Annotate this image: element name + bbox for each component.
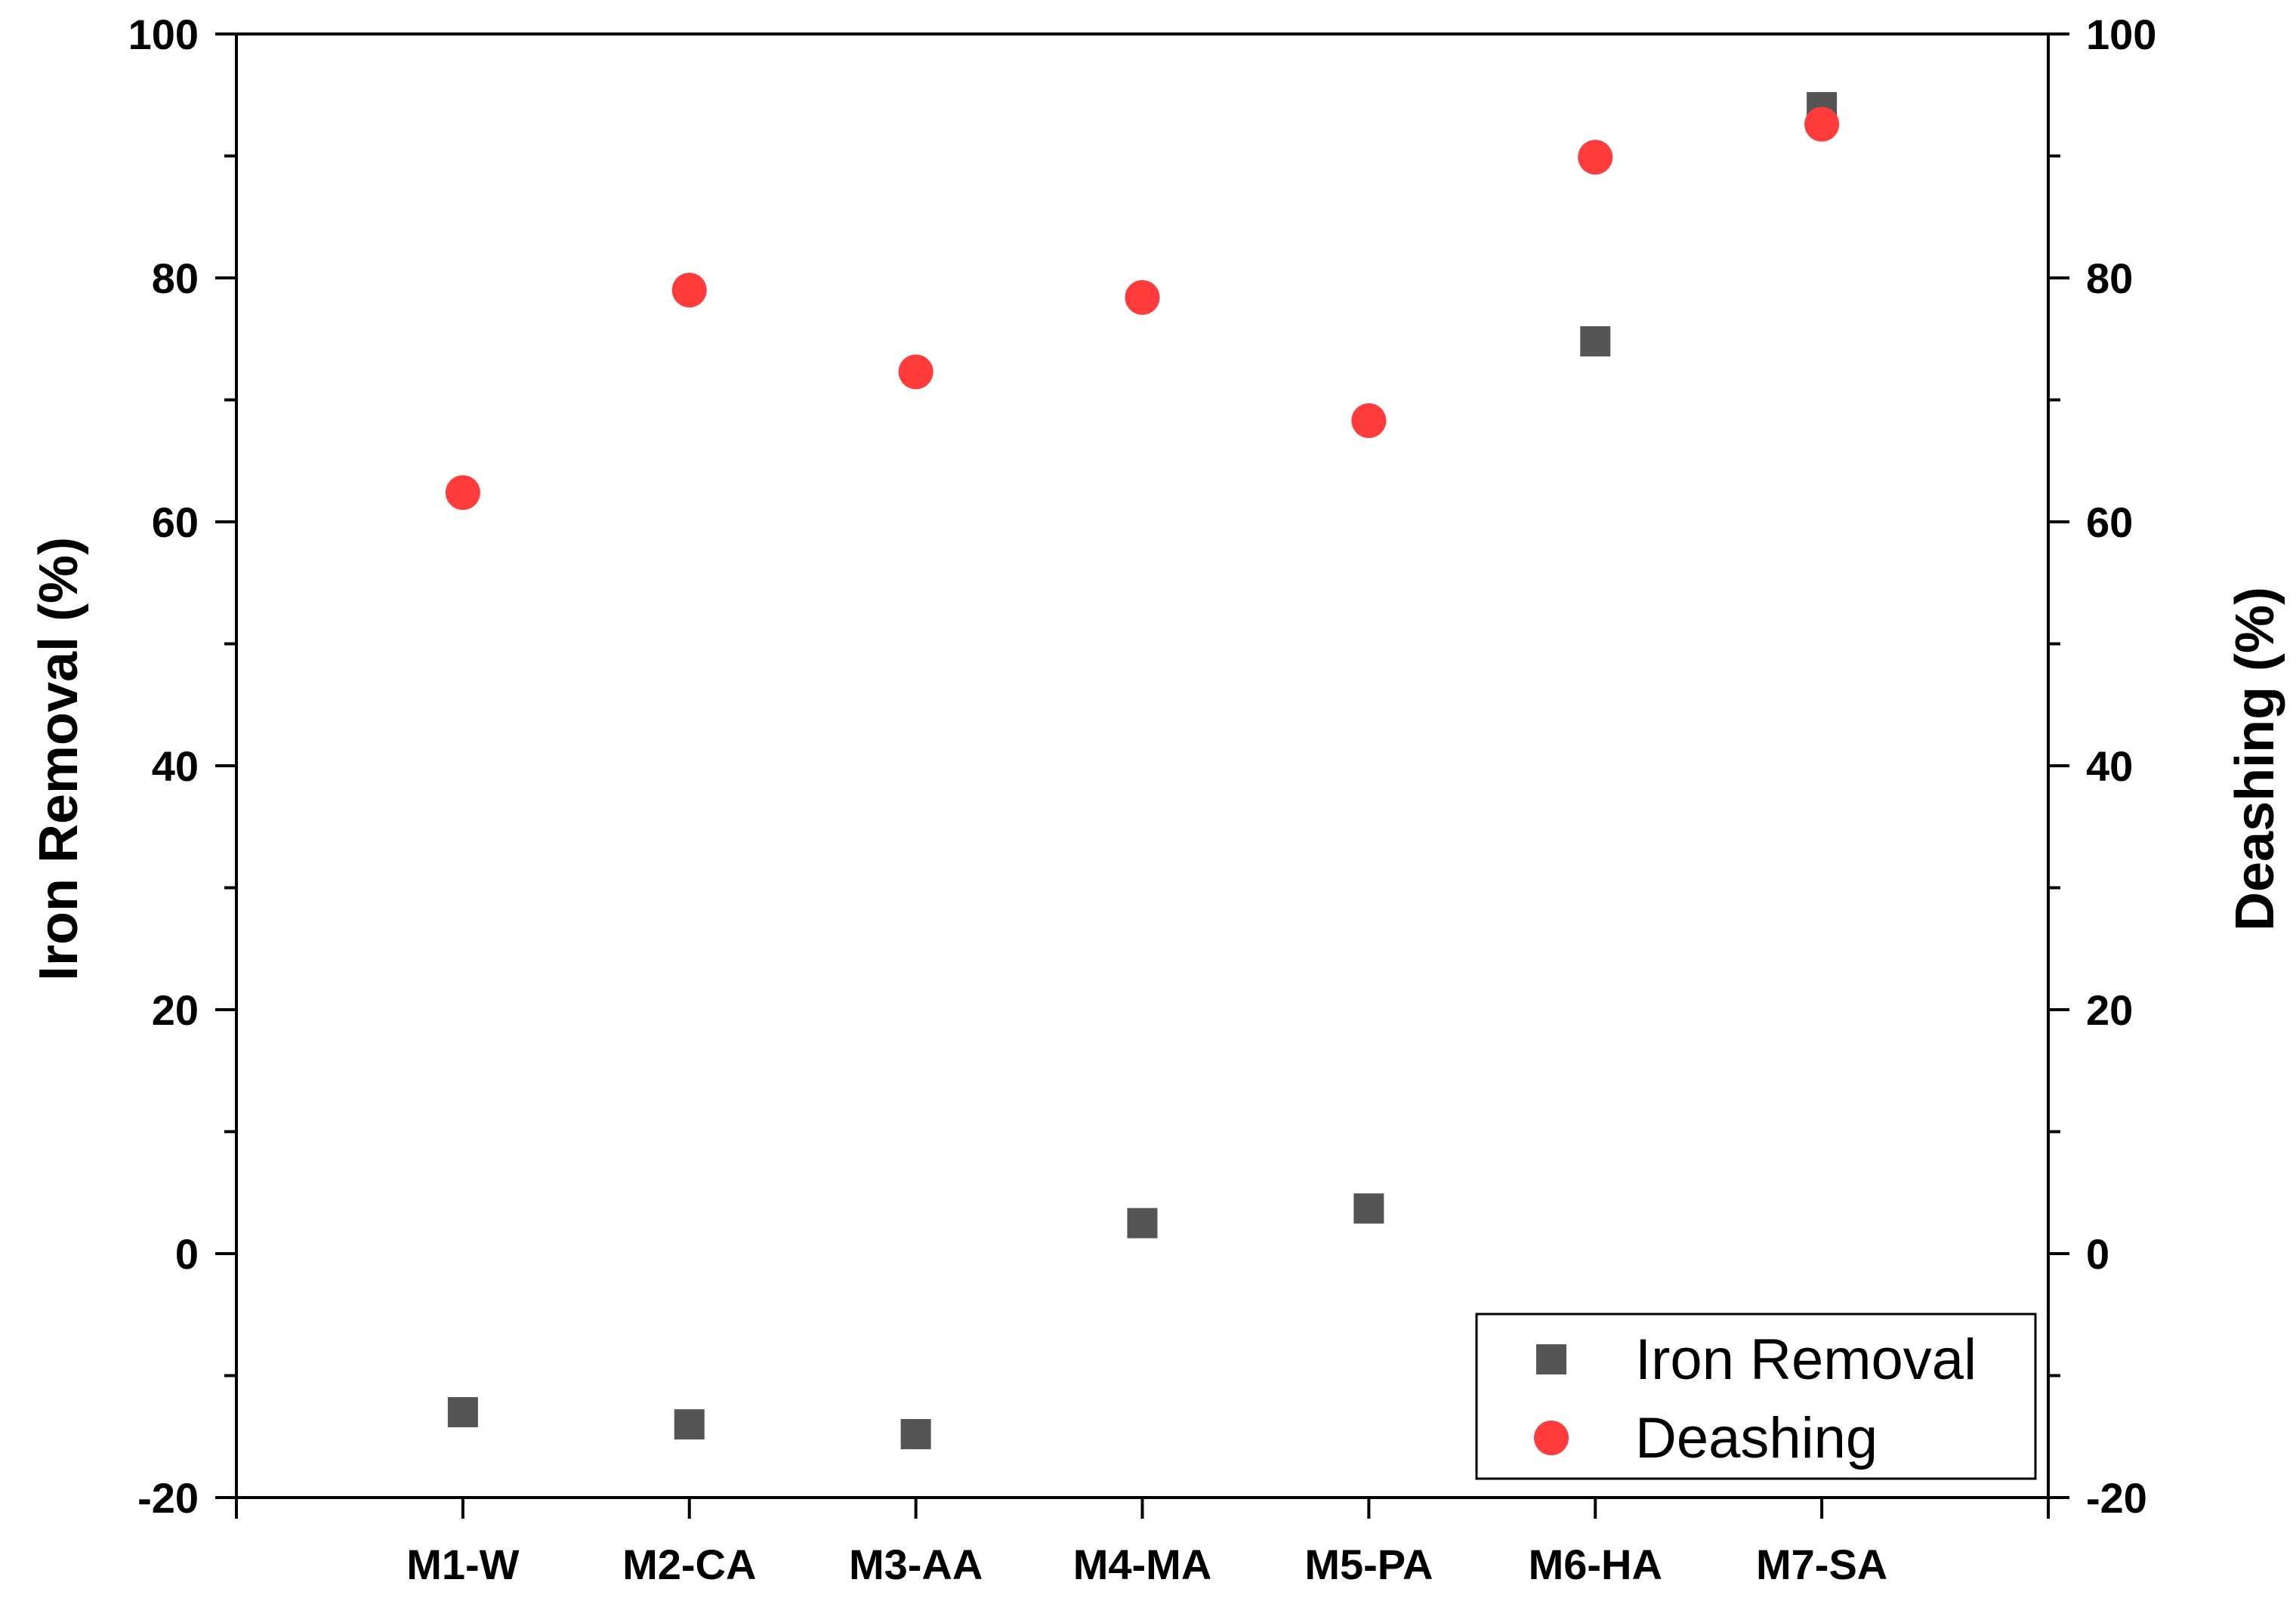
left-tick-label: 0 bbox=[175, 1230, 199, 1278]
deashing-point bbox=[1125, 279, 1160, 315]
legend-marker-iron-removal bbox=[1536, 1344, 1566, 1374]
left-tick-label: 60 bbox=[152, 498, 199, 546]
iron-removal-point bbox=[1353, 1193, 1384, 1224]
right-y-axis: -20 0 20 40 60 80 100 bbox=[2048, 11, 2156, 1522]
iron-removal-point bbox=[1127, 1208, 1158, 1239]
deashing-point bbox=[1804, 106, 1840, 142]
legend: Iron Removal Deashing bbox=[1475, 1313, 2037, 1480]
x-tick-label: M2-CA bbox=[622, 1541, 756, 1588]
right-tick-label: 100 bbox=[2086, 11, 2156, 58]
legend-label-iron-removal: Iron Removal bbox=[1635, 1328, 1977, 1392]
left-y-axis: -20 0 20 40 60 80 100 bbox=[128, 11, 236, 1522]
legend-marker-deashing bbox=[1534, 1421, 1569, 1455]
x-tick-label: M7-SA bbox=[1756, 1541, 1887, 1588]
x-tick-label: M1-W bbox=[406, 1541, 519, 1588]
x-axis: M1-W M2-CA M3-AA M4-MA M5-PA M6-HA M7-SA bbox=[235, 1498, 2050, 1588]
right-tick-label: 60 bbox=[2086, 498, 2133, 546]
right-tick-label: 0 bbox=[2086, 1230, 2109, 1278]
deashing-point bbox=[1351, 403, 1387, 438]
legend-label-deashing: Deashing bbox=[1635, 1406, 1878, 1470]
x-tick-label: M4-MA bbox=[1073, 1541, 1212, 1588]
plot-frame bbox=[235, 32, 2050, 1499]
deashing-point bbox=[898, 354, 934, 390]
iron-removal-point bbox=[447, 1396, 478, 1427]
left-tick-label: 100 bbox=[128, 11, 199, 58]
deashing-point bbox=[671, 273, 707, 308]
iron-removal-point bbox=[674, 1409, 705, 1440]
right-tick-label: 80 bbox=[2086, 255, 2133, 302]
right-tick-label: 40 bbox=[2086, 742, 2133, 790]
deashing-point bbox=[1578, 140, 1613, 175]
iron-removal-point bbox=[1580, 325, 1611, 356]
left-axis-title: Iron Removal (%) bbox=[29, 537, 89, 981]
data-marks bbox=[445, 91, 1840, 1450]
x-tick-label: M5-PA bbox=[1304, 1541, 1433, 1588]
x-tick-label: M6-HA bbox=[1529, 1541, 1662, 1588]
left-tick-label: 40 bbox=[152, 742, 199, 790]
left-tick-label: -20 bbox=[137, 1474, 199, 1522]
right-axis-title: Deashing (%) bbox=[2225, 587, 2285, 931]
x-tick-label: M3-AA bbox=[849, 1541, 983, 1588]
right-tick-label: -20 bbox=[2086, 1474, 2147, 1522]
left-tick-label: 20 bbox=[152, 986, 199, 1034]
legend-box bbox=[1475, 1313, 2037, 1480]
right-tick-label: 20 bbox=[2086, 986, 2133, 1034]
deashing-point bbox=[445, 475, 480, 511]
left-tick-label: 80 bbox=[152, 255, 199, 302]
iron-removal-point bbox=[900, 1419, 931, 1450]
